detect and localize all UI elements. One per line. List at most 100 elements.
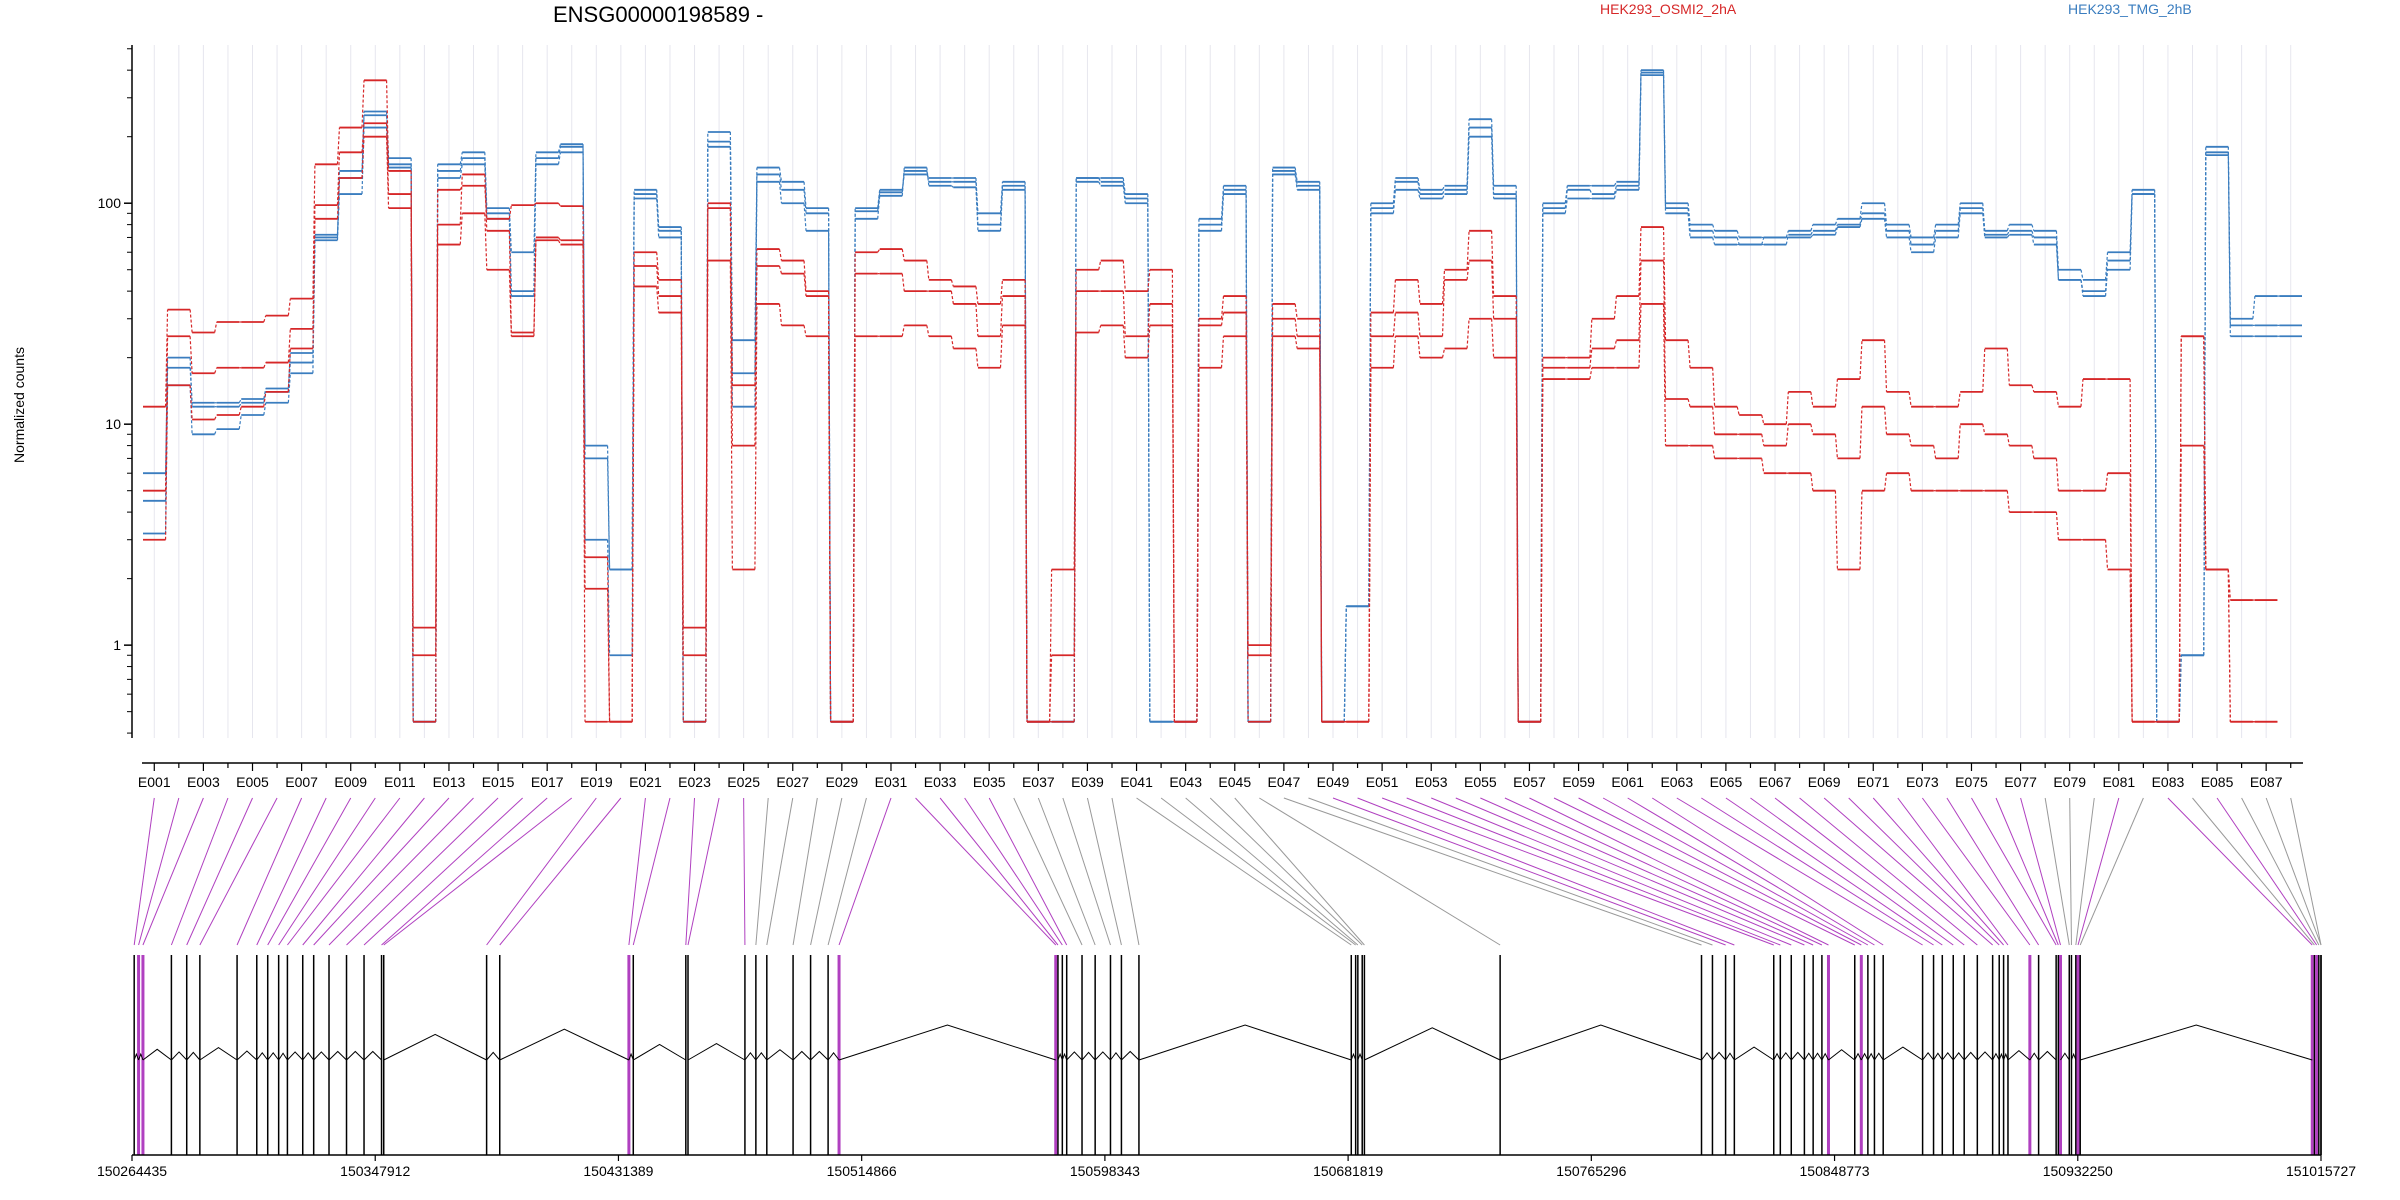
series-connector bbox=[189, 357, 193, 407]
exon-mapping-line bbox=[2077, 797, 2120, 946]
exon-mapping-line bbox=[685, 797, 696, 946]
series-connector bbox=[508, 230, 512, 333]
series-connector bbox=[557, 146, 562, 159]
series-connector bbox=[263, 391, 267, 407]
series-connector bbox=[803, 189, 807, 214]
exon-mapping-line bbox=[2167, 797, 2313, 946]
exon-mapping-line bbox=[988, 797, 1068, 946]
series-connector bbox=[484, 213, 488, 270]
exon-mapping-line bbox=[142, 797, 204, 946]
series-connector bbox=[1810, 391, 1814, 407]
exon-mapping-line bbox=[313, 797, 450, 946]
series-connector bbox=[361, 127, 365, 195]
series-connector bbox=[1122, 291, 1126, 337]
exon-label: E039 bbox=[1071, 774, 1104, 790]
exon-mapping-line bbox=[1750, 797, 1954, 946]
intron-line bbox=[302, 1051, 315, 1061]
exon-label: E083 bbox=[2152, 774, 2185, 790]
exon-mapping-line bbox=[1037, 797, 1096, 946]
exon-label: E025 bbox=[727, 774, 760, 790]
series-connector bbox=[189, 385, 193, 420]
intron-line bbox=[383, 1033, 487, 1061]
intron-line bbox=[1812, 1052, 1823, 1061]
series-connector bbox=[287, 298, 291, 316]
y-tick-label: 1 bbox=[113, 637, 121, 653]
exon-mapping-line bbox=[1086, 797, 1122, 946]
exon-mapping-line bbox=[1946, 797, 2040, 946]
series-connector bbox=[557, 239, 562, 245]
intron-line bbox=[1922, 1051, 1934, 1061]
series-connector bbox=[336, 152, 341, 206]
series-connector bbox=[680, 312, 684, 722]
series-connector bbox=[877, 189, 881, 209]
exon-label: E069 bbox=[1808, 774, 1841, 790]
series-connector bbox=[1098, 177, 1102, 183]
series-connector bbox=[1441, 348, 1446, 358]
exon-mapping-line bbox=[1431, 797, 1792, 946]
series-connector bbox=[1441, 269, 1446, 304]
series-connector bbox=[361, 136, 365, 179]
series-connector bbox=[1687, 340, 1691, 368]
series-connector bbox=[975, 286, 979, 305]
exon-mapping-line bbox=[1209, 797, 1363, 946]
series-connector bbox=[1564, 189, 1568, 209]
series-connector bbox=[1270, 336, 1274, 722]
exon-mapping-line bbox=[838, 797, 892, 946]
exon-mapping-line bbox=[1381, 797, 1774, 946]
series-connector bbox=[1761, 237, 1765, 245]
intron-line bbox=[1734, 1046, 1775, 1061]
exon-label: E005 bbox=[236, 774, 269, 790]
series-connector bbox=[557, 144, 562, 153]
series-connector bbox=[2055, 458, 2060, 491]
exon-label: E087 bbox=[2250, 774, 2283, 790]
series-connector bbox=[2252, 296, 2256, 319]
series-connector bbox=[189, 385, 193, 435]
intron-line bbox=[138, 1052, 144, 1061]
series-connector bbox=[1785, 230, 1789, 238]
series-connector bbox=[778, 167, 783, 182]
series-connector bbox=[263, 362, 267, 368]
exon-mapping-line bbox=[1872, 797, 2004, 946]
intron-line bbox=[287, 1051, 304, 1061]
exon-mapping-line bbox=[1136, 797, 1352, 946]
series-connector bbox=[238, 398, 242, 404]
series-connector bbox=[1933, 224, 1937, 238]
exon-mapping-line bbox=[755, 797, 769, 946]
intron-line bbox=[2007, 1049, 2031, 1061]
exon-label: E063 bbox=[1660, 774, 1693, 790]
exon-mapping-line bbox=[1971, 797, 2057, 946]
series-connector bbox=[533, 152, 537, 253]
series-connector bbox=[877, 248, 881, 253]
intron-line bbox=[2070, 1052, 2077, 1061]
series-connector bbox=[1220, 296, 1225, 319]
intron-line bbox=[1121, 1050, 1140, 1061]
series-connector bbox=[754, 174, 758, 374]
series-connector bbox=[803, 273, 807, 297]
exon-mapping-line bbox=[381, 797, 548, 946]
exon-mapping-line bbox=[1553, 797, 1855, 946]
intron-line bbox=[2038, 1050, 2057, 1061]
exon-mapping-line bbox=[1332, 797, 1726, 946]
coord-label: 150431389 bbox=[583, 1163, 653, 1179]
series-connector bbox=[287, 328, 291, 363]
exon-mapping-line bbox=[1725, 797, 1943, 946]
intron-line bbox=[1779, 1051, 1792, 1061]
series-connector bbox=[557, 152, 562, 165]
series-connector bbox=[1049, 655, 1053, 722]
series-connector bbox=[533, 202, 537, 206]
series-connector bbox=[1613, 185, 1617, 195]
series-connector bbox=[287, 348, 291, 392]
exon-mapping-line bbox=[1111, 797, 1140, 946]
series-connector bbox=[1859, 490, 1863, 570]
y-ticks: 1 10 100 bbox=[98, 48, 132, 734]
exon-label: E031 bbox=[875, 774, 908, 790]
series-connector bbox=[1785, 424, 1789, 446]
series-connector bbox=[1392, 279, 1396, 313]
series-connector bbox=[2203, 155, 2207, 656]
series-connector bbox=[1933, 230, 1937, 245]
series-connector bbox=[1834, 224, 1838, 232]
series-connector bbox=[385, 80, 390, 171]
series-connector bbox=[1638, 260, 1642, 341]
exon-label: E017 bbox=[531, 774, 564, 790]
series-connector bbox=[950, 279, 954, 287]
